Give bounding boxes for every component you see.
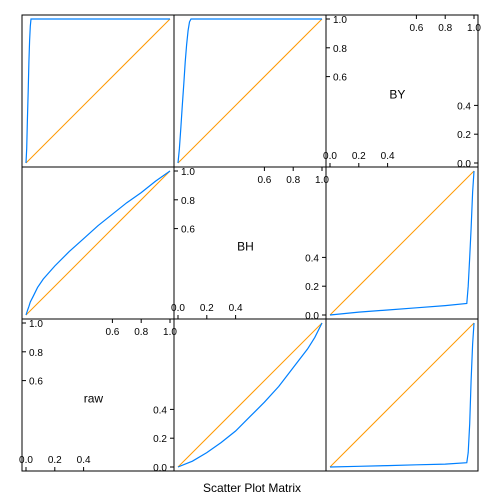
chart-title: Scatter Plot Matrix [203,481,301,495]
series-line-BY-vs-BH [177,18,322,164]
tick-label-bottom-0.2: 0.2 [48,455,62,466]
tick-label-right-0.0: 0.0 [305,311,319,322]
tick-label-right-0.0: 0.0 [457,159,471,170]
tick-label-top-0.8: 0.8 [286,175,300,186]
tick-label-right-0.0: 0.0 [153,463,167,474]
reference-line [329,170,475,316]
tick-label-right-0.2: 0.2 [153,434,167,445]
series-line-raw-vs-BY [329,322,475,468]
tick-label-top-0.6: 0.6 [409,23,423,34]
tick-label-bottom-0.4: 0.4 [77,455,91,466]
series-line-BY-vs-raw [25,18,170,164]
variable-label-BY: BY [389,88,405,102]
tick-label-right-0.4: 0.4 [457,101,471,112]
tick-label-bottom-0.0: 0.0 [171,303,185,314]
reference-line [177,18,323,164]
tick-label-bottom-0.4: 0.4 [381,151,395,162]
tick-label-right-0.2: 0.2 [305,282,319,293]
tick-label-left-0.8: 0.8 [29,348,43,359]
reference-line [329,322,475,468]
tick-label-bottom-0.0: 0.0 [323,151,337,162]
tick-label-top-0.8: 0.8 [438,23,452,34]
tick-label-top-1.0: 1.0 [315,175,329,186]
tick-label-right-0.4: 0.4 [305,253,319,264]
tick-label-right-0.2: 0.2 [457,130,471,141]
tick-label-left-0.8: 0.8 [333,44,347,55]
series-line-BH-vs-BY [329,170,475,316]
tick-label-top-0.8: 0.8 [134,327,148,338]
tick-label-left-1.0: 1.0 [181,167,195,178]
tick-label-left-1.0: 1.0 [29,319,43,330]
tick-label-bottom-0.2: 0.2 [200,303,214,314]
tick-label-left-0.6: 0.6 [181,225,195,236]
tick-label-bottom-0.2: 0.2 [352,151,366,162]
reference-line [25,18,171,164]
tick-label-bottom-0.0: 0.0 [19,455,33,466]
panel-frame [325,318,479,472]
variable-label-raw: raw [84,392,104,406]
reference-line [25,170,171,316]
tick-label-left-0.6: 0.6 [333,73,347,84]
tick-label-top-0.6: 0.6 [105,327,119,338]
tick-label-top-0.6: 0.6 [257,175,271,186]
variable-label-BH: BH [237,240,254,254]
tick-label-top-1.0: 1.0 [163,327,177,338]
tick-label-right-0.4: 0.4 [153,405,167,416]
series-line-raw-vs-BH [177,322,323,468]
tick-label-left-0.6: 0.6 [29,377,43,388]
reference-line [177,322,323,468]
tick-label-left-1.0: 1.0 [333,15,347,26]
tick-label-top-1.0: 1.0 [467,23,481,34]
tick-label-left-0.8: 0.8 [181,196,195,207]
tick-label-bottom-0.4: 0.4 [229,303,243,314]
series-line-BH-vs-raw [25,170,171,316]
